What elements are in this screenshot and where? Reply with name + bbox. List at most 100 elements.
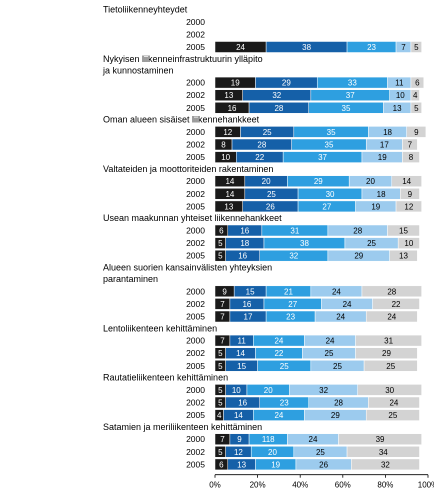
segment-value-label: 25 [267, 190, 276, 199]
group-title: Valtateiden ja moottoriteiden rakentamin… [103, 164, 273, 174]
segment-value-label: 28 [353, 227, 362, 236]
segment-value-label: 29 [331, 411, 340, 420]
segment-value-label: 9 [414, 128, 419, 137]
segment-value-label: 14 [236, 349, 245, 358]
bar-segment [410, 41, 422, 53]
segment-value-label: 13 [224, 91, 233, 100]
segment-value-label: 19 [231, 79, 240, 88]
segment-value-label: 26 [319, 460, 328, 469]
segment-value-label: 10 [404, 239, 413, 248]
year-label: 2005 [186, 361, 205, 371]
bar-segment [338, 433, 422, 445]
segment-value-label: 20 [264, 386, 273, 395]
segment-value-label: 26 [266, 202, 275, 211]
bar-segment [410, 89, 420, 101]
year-label: 2000 [186, 127, 205, 137]
segment-value-label: 24 [332, 287, 341, 296]
bar-segment [372, 298, 420, 310]
year-label: 2002 [186, 447, 205, 457]
segment-value-label: 5 [218, 448, 223, 457]
year-label: 2005 [186, 459, 205, 469]
segment-value-label: 9 [237, 435, 242, 444]
segment-value-label: 24 [336, 313, 345, 322]
segment-value-label: 20 [268, 448, 277, 457]
segment-value-label: 29 [382, 349, 391, 358]
segment-value-label: 17 [380, 141, 389, 150]
year-label: 2000 [186, 434, 205, 444]
segment-value-label: 21 [284, 287, 293, 296]
year-label: 2002 [186, 189, 205, 199]
segment-value-label: 23 [280, 399, 289, 408]
year-label: 2005 [186, 152, 205, 162]
segment-value-label: 19 [378, 153, 387, 162]
segment-value-label: 14 [225, 177, 234, 186]
segment-value-label: 30 [326, 190, 335, 199]
segment-value-label: 15 [246, 287, 255, 296]
segment-value-label: 12 [234, 448, 243, 457]
segment-value-label: 35 [342, 104, 351, 113]
bar-segment [402, 138, 418, 151]
segment-value-label: 13 [224, 202, 233, 211]
segment-value-label: 7 [220, 435, 225, 444]
bar-segment [355, 334, 422, 347]
segment-value-label: 6 [415, 79, 420, 88]
segment-value-label: 24 [274, 337, 283, 346]
segment-value-label: 8 [221, 141, 226, 150]
group-title: Nykyisen liikenneinfrastruktuurin ylläpi… [103, 54, 263, 64]
year-label: 2000 [186, 176, 205, 186]
segment-value-label: 13 [237, 460, 246, 469]
segment-value-label: 18 [377, 190, 386, 199]
segment-value-label: 14 [225, 190, 234, 199]
segment-value-label: 6 [219, 227, 224, 236]
segment-value-label: 32 [272, 91, 281, 100]
segment-value-label: 5 [218, 362, 223, 371]
segment-value-label: 27 [288, 300, 297, 309]
year-label: 2000 [186, 286, 205, 296]
segment-value-label: 5 [218, 349, 223, 358]
segment-value-label: 9 [408, 190, 413, 199]
bar-segment [346, 446, 420, 458]
segment-value-label: 11 [395, 79, 404, 88]
bar-segment [355, 347, 418, 359]
segment-value-label: 18 [240, 239, 249, 248]
x-tick-label: 60% [335, 481, 351, 490]
segment-value-label: 7 [220, 300, 225, 309]
x-tick-label: 20% [250, 481, 266, 490]
segment-value-label: 25 [388, 411, 397, 420]
segment-value-label: 10 [396, 91, 405, 100]
segment-value-label: 22 [392, 300, 401, 309]
segment-value-label: 16 [228, 104, 237, 113]
year-label: 2005 [186, 201, 205, 211]
segment-value-label: 5 [218, 239, 223, 248]
segment-value-label: 24 [274, 411, 283, 420]
segment-value-label: 9 [222, 287, 227, 296]
segment-value-label: 24 [387, 313, 396, 322]
segment-value-label: 25 [325, 349, 334, 358]
year-label: 2005 [186, 42, 205, 52]
segment-value-label: 35 [327, 128, 336, 137]
group-title: Rautatieliikenteen kehittäminen [103, 373, 228, 383]
segment-value-label: 38 [302, 43, 311, 52]
segment-value-label: 25 [333, 362, 342, 371]
segment-value-label: 118 [262, 435, 275, 444]
segment-value-label: 7 [401, 43, 406, 52]
segment-value-label: 10 [221, 153, 230, 162]
bar-segment [410, 102, 422, 114]
bar-segment [351, 458, 420, 471]
segment-value-label: 10 [232, 386, 241, 395]
year-label: 2002 [186, 238, 205, 248]
segment-value-label: 28 [334, 399, 343, 408]
segment-value-label: 18 [383, 128, 392, 137]
segment-value-label: 23 [367, 43, 376, 52]
segment-value-label: 28 [274, 104, 283, 113]
bar-segment [363, 360, 418, 372]
bar-segment [406, 126, 427, 138]
segment-value-label: 12 [404, 202, 413, 211]
segment-value-label: 15 [399, 227, 408, 236]
segment-value-label: 16 [238, 252, 247, 261]
segment-value-label: 32 [319, 386, 328, 395]
segment-value-label: 22 [255, 153, 264, 162]
group-title: Lentoliikenteen kehittäminen [103, 323, 217, 333]
segment-value-label: 19 [371, 202, 380, 211]
